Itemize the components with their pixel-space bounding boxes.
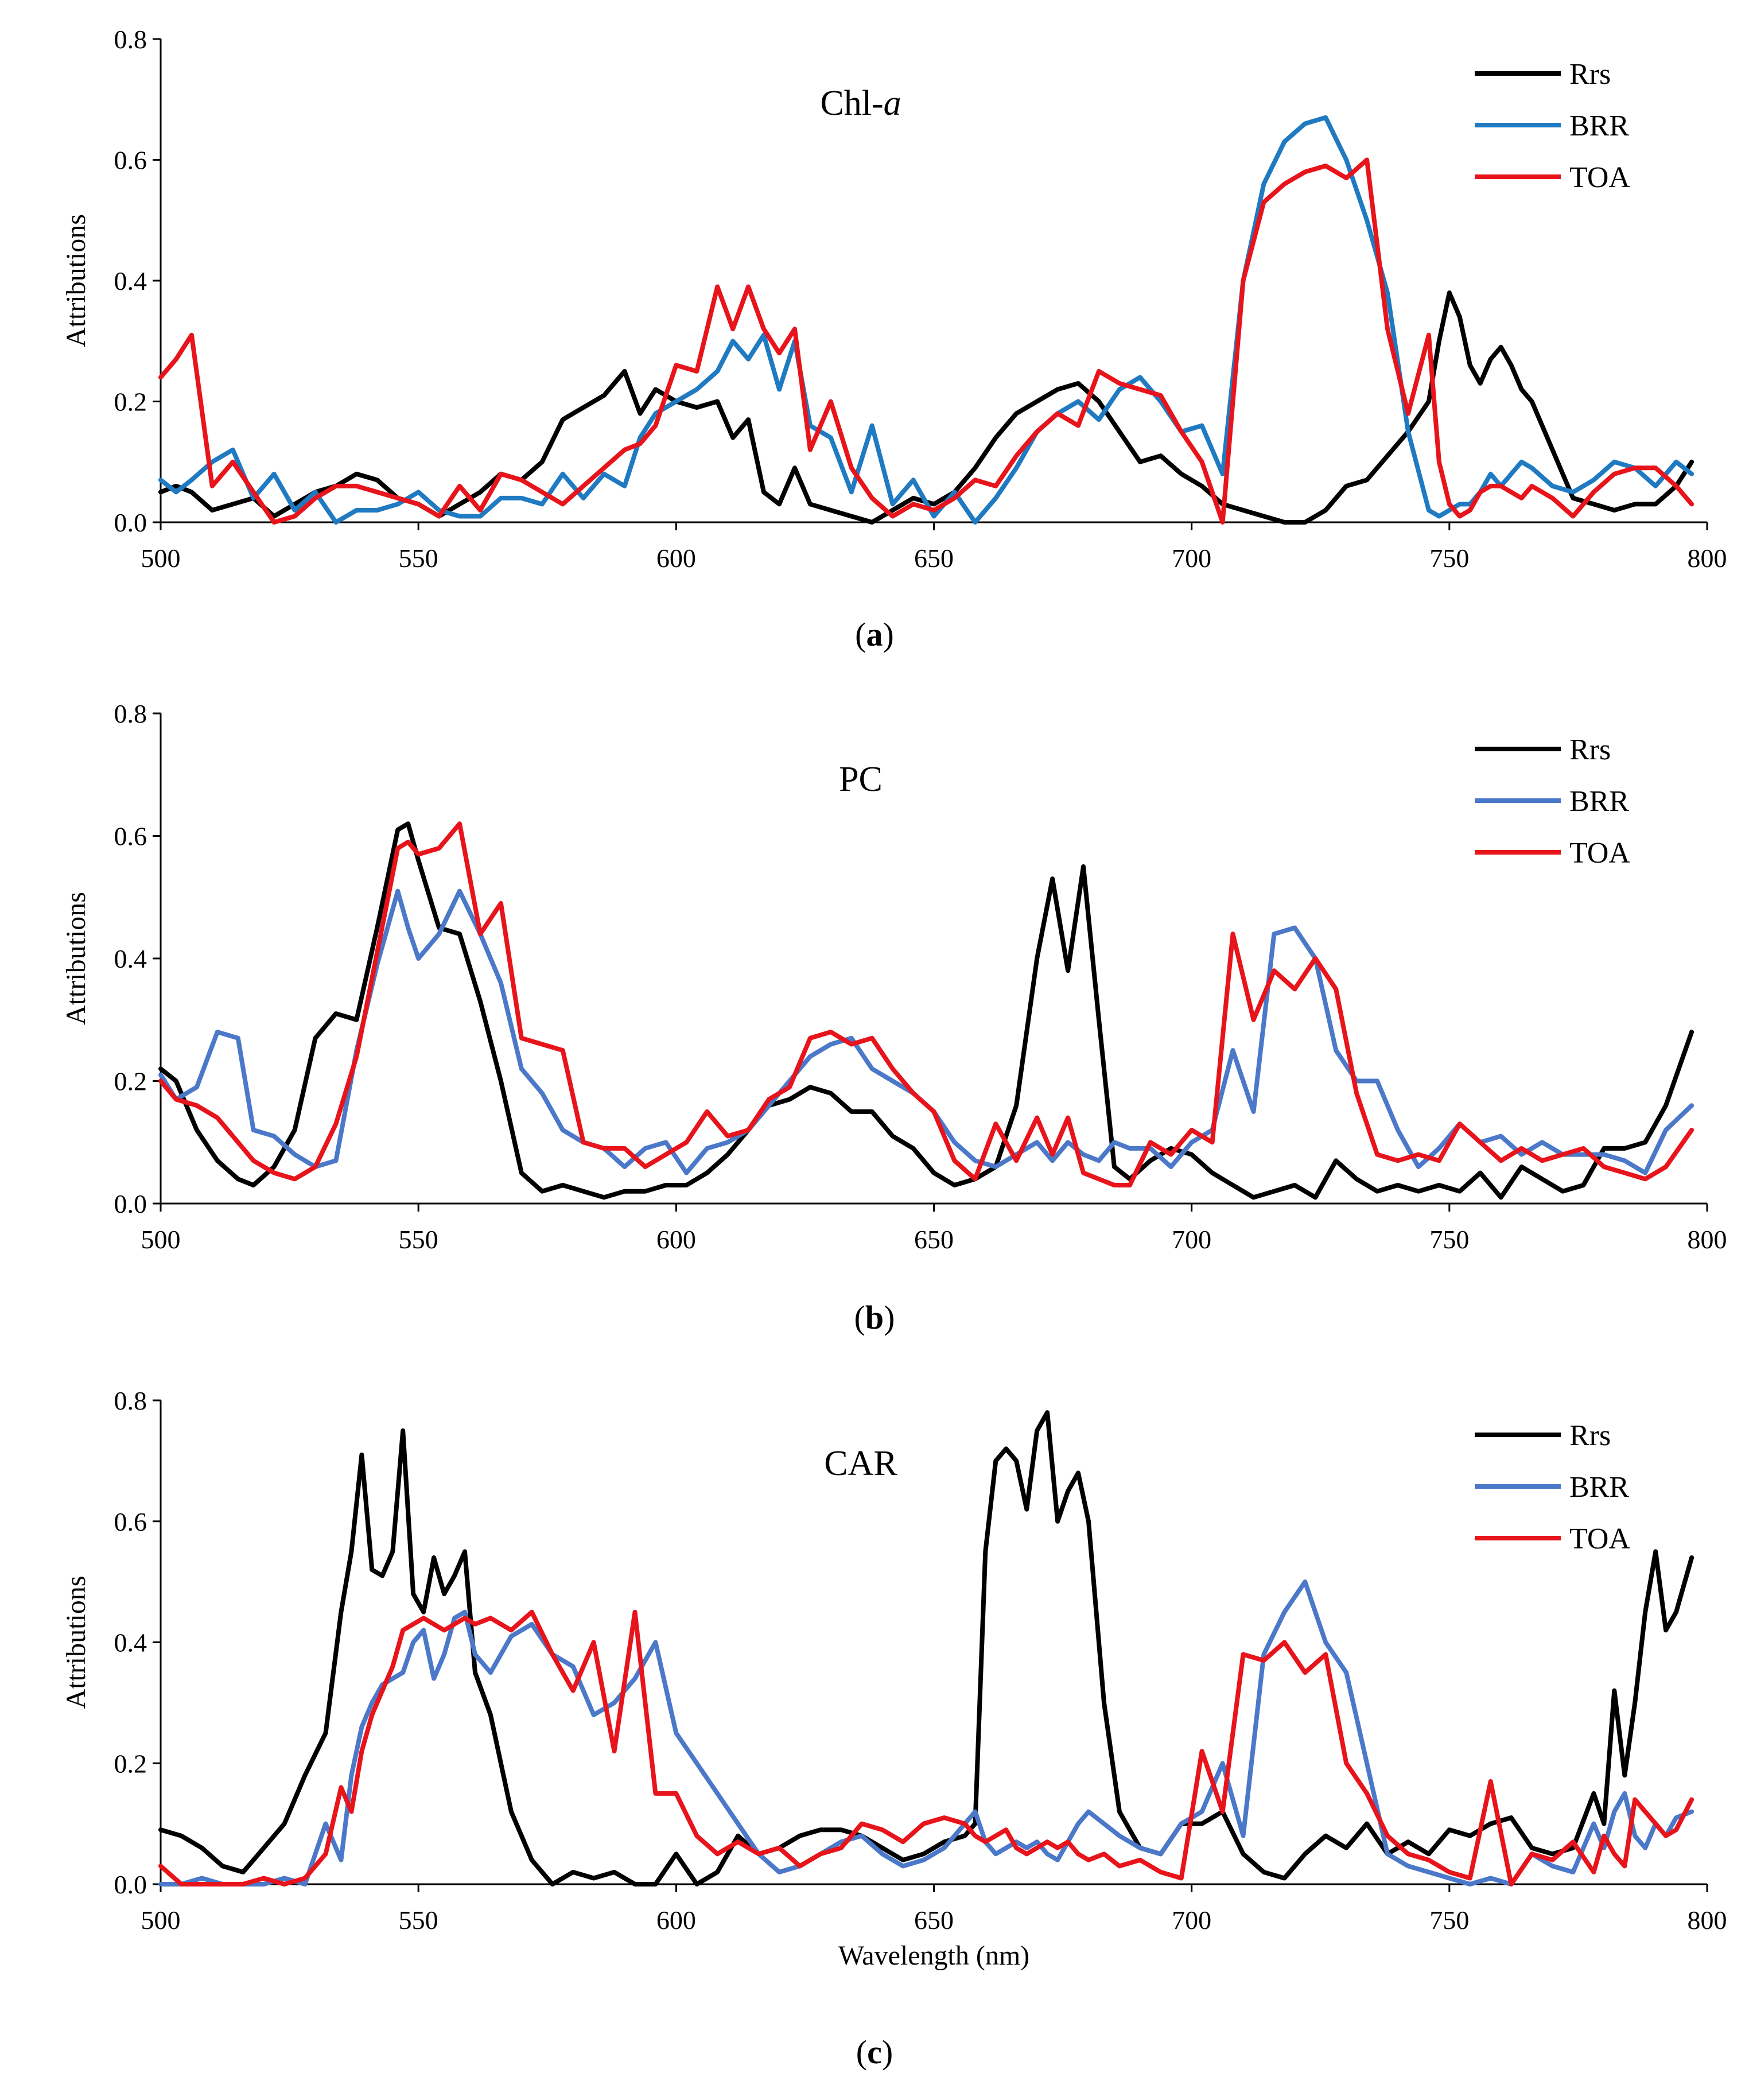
x-tick-label: 700	[1172, 1905, 1211, 1935]
x-tick-label: 650	[914, 1225, 954, 1254]
chart-title: PC	[839, 760, 883, 799]
y-tick-label: 0.6	[114, 146, 147, 175]
legend-label-brr: BRR	[1569, 785, 1629, 818]
panel-label: (b)	[854, 1299, 895, 1336]
x-tick-label: 600	[656, 1225, 696, 1254]
y-tick-label: 0.0	[114, 1189, 147, 1218]
chart-panel-b: 0.0 0.2 0.4 0.6 0.8 500 550 600 650 700 750 800 Attr…	[61, 699, 1727, 1336]
x-tick-label: 700	[1172, 544, 1211, 573]
y-axis-label: Attributions	[61, 214, 91, 347]
chart-title: Chl-a	[820, 84, 901, 123]
y-tick-label: 0.6	[114, 1507, 147, 1536]
x-tick-label: 650	[914, 1905, 954, 1935]
series-line-toa	[158, 821, 1694, 1187]
x-tick-label: 700	[1172, 1225, 1211, 1254]
legend-label-rrs: Rrs	[1569, 733, 1611, 766]
x-tick-label: 550	[399, 544, 438, 573]
x-tick-label: 800	[1688, 544, 1727, 573]
series-line-rrs	[158, 1410, 1694, 1886]
x-tick-label: 800	[1688, 1225, 1727, 1254]
x-tick-label: 750	[1429, 544, 1469, 573]
legend-label-brr: BRR	[1569, 1471, 1629, 1504]
series-line-toa	[158, 1609, 1694, 1886]
series-line-brr	[158, 1579, 1694, 1886]
x-tick-label: 500	[141, 544, 181, 573]
legend-label-toa: TOA	[1569, 837, 1630, 869]
legend-label-rrs: Rrs	[1569, 58, 1611, 91]
legend: Rrs BRR TOA	[1475, 58, 1630, 194]
series-line-rrs	[158, 290, 1694, 525]
y-tick-label: 0.8	[114, 25, 147, 54]
y-axis-label: Attributions	[61, 1575, 91, 1709]
x-tick-label: 750	[1429, 1225, 1469, 1254]
y-tick-label: 0.2	[114, 387, 147, 417]
series-line-toa	[158, 157, 1694, 525]
y-tick-label: 0.4	[114, 1628, 147, 1658]
x-tick-label: 650	[914, 544, 954, 573]
x-tick-label: 550	[399, 1905, 438, 1935]
chart-panel-c: 0.0 0.2 0.4 0.6 0.8 500 550 600 650 700 750 800 Attr…	[61, 1386, 1727, 2071]
legend-label-rrs: Rrs	[1569, 1419, 1611, 1452]
legend: Rrs BRR TOA	[1475, 1419, 1630, 1555]
legend-label-brr: BRR	[1569, 110, 1629, 142]
panel-label: (c)	[856, 2033, 893, 2071]
y-tick-label: 0.0	[114, 508, 147, 537]
x-tick-label: 500	[141, 1905, 181, 1935]
series-line-rrs	[158, 821, 1694, 1200]
y-tick-label: 0.8	[114, 699, 147, 728]
x-tick-label: 500	[141, 1225, 181, 1254]
y-tick-label: 0.4	[114, 266, 147, 296]
x-tick-label: 750	[1429, 1905, 1469, 1935]
chart-panel-a: 0.0 0.2 0.4 0.6 0.8 500 550 600 650 700 750 800 Attr…	[61, 25, 1727, 653]
x-tick-label: 600	[656, 544, 696, 573]
x-axis-label: Wavelength (nm)	[838, 1940, 1029, 1971]
y-tick-label: 0.0	[114, 1870, 147, 1899]
x-tick-label: 550	[399, 1225, 438, 1254]
panel-label: (a)	[855, 616, 894, 653]
series-line-brr	[158, 888, 1694, 1175]
y-tick-label: 0.2	[114, 1067, 147, 1096]
y-axis-label: Attributions	[61, 892, 91, 1025]
y-tick-label: 0.6	[114, 822, 147, 851]
y-tick-label: 0.4	[114, 944, 147, 973]
chart-title: CAR	[824, 1444, 897, 1483]
legend: Rrs BRR TOA	[1475, 733, 1630, 869]
x-tick-label: 800	[1688, 1905, 1727, 1935]
y-tick-label: 0.2	[114, 1749, 147, 1778]
legend-label-toa: TOA	[1569, 1523, 1630, 1555]
y-tick-label: 0.8	[114, 1386, 147, 1415]
x-tick-label: 600	[656, 1905, 696, 1935]
legend-label-toa: TOA	[1569, 161, 1630, 194]
